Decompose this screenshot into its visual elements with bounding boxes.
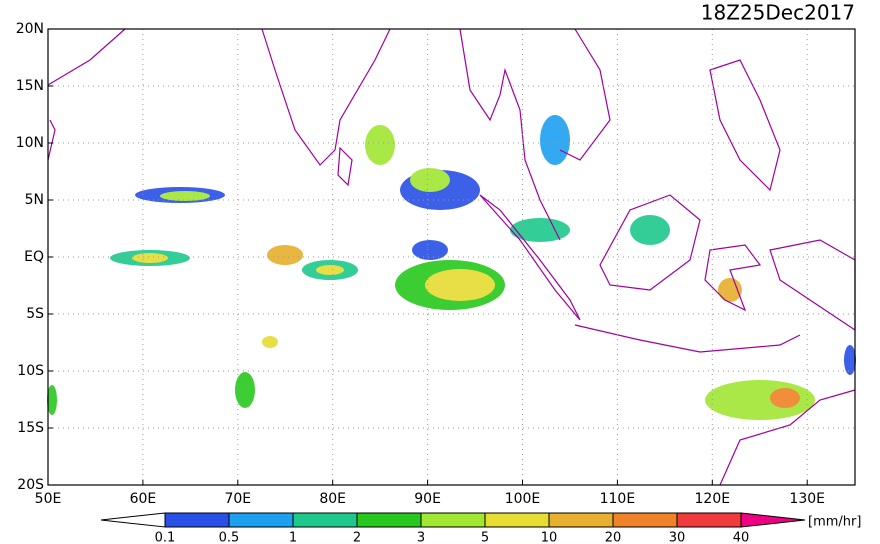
lon-label: 60E [130, 491, 157, 507]
lat-label: 15S [17, 420, 44, 436]
colorbar-label: 20 [605, 531, 622, 544]
lon-label: 110E [600, 491, 636, 507]
lat-label: 20N [16, 21, 44, 37]
colorbar-box [164, 512, 230, 528]
map-title: 18Z25Dec2017 [701, 1, 855, 25]
colorbar-label: 3 [417, 531, 425, 544]
colorbar-label: 2 [353, 531, 361, 544]
colorbar-label: 5 [481, 531, 489, 544]
lon-label: 100E [505, 491, 541, 507]
colorbar-box [676, 512, 742, 528]
colorbar-box [484, 512, 550, 528]
lat-label: 10N [16, 135, 44, 151]
colorbar: 0.1 0.5 1 2 3 5 10 20 30 40 [mm/hr] [100, 512, 861, 544]
colorbar-label: 0.1 [155, 531, 176, 544]
rain-field [47, 115, 856, 420]
lon-label: 80E [319, 491, 346, 507]
lat-label: EQ [24, 249, 44, 265]
lat-label: 5N [25, 192, 44, 208]
colorbar-label: 0.5 [219, 531, 240, 544]
axes: 50E 60E 70E 80E 90E 100E 110E 120E 130E 20N 15N 10N… [16, 21, 855, 507]
colorbar-box [612, 512, 678, 528]
lon-label: 90E [414, 491, 441, 507]
colorbar-label: 40 [733, 531, 750, 544]
lon-label: 130E [789, 491, 825, 507]
lat-label: 10S [17, 363, 44, 379]
colorbar-box [548, 512, 614, 528]
colorbar-box [292, 512, 358, 528]
lat-label: 15N [16, 78, 44, 94]
colorbar-unit: [mm/hr] [808, 515, 861, 530]
colorbar-label: 10 [541, 531, 558, 544]
lon-label: 70E [224, 491, 251, 507]
lon-label: 120E [695, 491, 731, 507]
lat-label: 20S [17, 477, 44, 493]
colorbar-box [228, 512, 294, 528]
coastlines [47, 28, 856, 486]
lon-label: 50E [35, 491, 62, 507]
colorbar-box [356, 512, 422, 528]
lat-label: 5S [26, 306, 44, 322]
colorbar-label: 30 [669, 531, 686, 544]
colorbar-over [740, 512, 806, 528]
map-frame [47, 28, 856, 486]
colorbar-box [420, 512, 486, 528]
colorbar-label: 1 [289, 531, 297, 544]
colorbar-under [100, 512, 166, 528]
